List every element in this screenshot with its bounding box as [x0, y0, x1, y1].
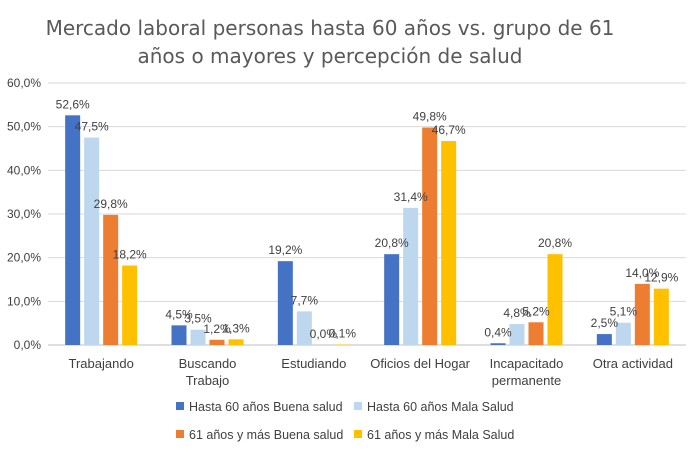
- category-label: Incapacitado: [490, 356, 564, 371]
- data-label: 1,2%: [203, 322, 231, 336]
- data-label: 7,7%: [291, 293, 319, 307]
- y-tick-label: 40,0%: [7, 163, 41, 177]
- bar: [634, 283, 650, 345]
- legend: Hasta 60 años Buena salud Hasta 60 años M…: [176, 400, 514, 442]
- chart-title-line-2: años o mayores y percepción de salud: [138, 44, 523, 68]
- gridlines: [48, 82, 686, 346]
- bar: [615, 322, 631, 345]
- category-label: Otra actividad: [593, 356, 673, 371]
- bar: [296, 311, 312, 345]
- legend-label: 61 años y más Mala Salud: [367, 428, 514, 442]
- bar: [490, 343, 506, 345]
- data-label: 49,8%: [413, 110, 447, 124]
- bar: [228, 339, 244, 345]
- bar: [596, 334, 612, 345]
- data-label: 20,8%: [538, 236, 572, 250]
- x-axis-categories: Trabajando Buscando Trabajo Estudiando Ofici…: [69, 356, 673, 388]
- y-axis-ticks: 0,0% 10,0% 20,0% 30,0% 40,0% 50,0% 60,0%: [7, 76, 41, 352]
- data-label: 5,1%: [610, 305, 638, 319]
- data-label: 0,1%: [329, 327, 357, 341]
- bar: [528, 322, 544, 345]
- data-label: 29,8%: [94, 197, 128, 211]
- bar: [547, 254, 563, 345]
- category-label: Buscando: [179, 356, 237, 371]
- data-label: 18,2%: [113, 248, 147, 262]
- data-label: 4,5%: [165, 307, 193, 321]
- category-label: Estudiando: [281, 356, 346, 371]
- category-label: Oficios del Hogar: [370, 356, 470, 371]
- legend-label: 61 años y más Buena salud: [189, 428, 343, 442]
- legend-swatch: [354, 402, 362, 410]
- bar: [403, 207, 419, 345]
- bar: [277, 261, 293, 345]
- bar: [653, 288, 669, 345]
- chart-title-line-1: Mercado laboral personas hasta 60 años v…: [46, 16, 615, 40]
- legend-swatch: [176, 430, 184, 438]
- data-label: 2,5%: [591, 316, 619, 330]
- data-labels: 52,6% 4,5% 19,2% 20,8% 0,4% 2,5% 47,5% 3,5% 7,7%…: [56, 97, 679, 341]
- bar: [122, 265, 138, 345]
- bar: [384, 254, 400, 345]
- legend-swatch: [354, 430, 362, 438]
- category-label: permanente: [492, 373, 561, 388]
- y-tick-label: 50,0%: [7, 120, 41, 134]
- chart-title: Mercado laboral personas hasta 60 años v…: [46, 16, 615, 68]
- data-label: 47,5%: [75, 120, 109, 134]
- data-label: 12,9%: [644, 271, 678, 285]
- bar: [65, 115, 81, 346]
- y-tick-label: 0,0%: [14, 338, 42, 352]
- legend-swatch: [176, 402, 184, 410]
- legend-label: Hasta 60 años Mala Salud: [367, 400, 514, 414]
- bar: [509, 324, 525, 345]
- bar: [103, 214, 119, 345]
- category-label: Trabajo: [186, 373, 230, 388]
- data-label: 0,0%: [310, 327, 338, 341]
- y-tick-label: 30,0%: [7, 207, 41, 221]
- data-label: 1,3%: [222, 321, 250, 335]
- data-label: 52,6%: [56, 97, 90, 111]
- data-label: 19,2%: [268, 243, 302, 257]
- category-label: Trabajando: [69, 356, 134, 371]
- bar: [441, 141, 457, 345]
- bar: [190, 329, 206, 345]
- legend-label: Hasta 60 años Buena salud: [189, 400, 343, 414]
- bar: [209, 339, 225, 345]
- bar: [171, 325, 187, 345]
- data-label: 14,0%: [625, 266, 659, 280]
- data-label: 0,4%: [484, 325, 512, 339]
- bar: [84, 137, 100, 345]
- bar: [422, 127, 438, 345]
- data-label: 4,8%: [503, 306, 531, 320]
- data-label: 46,7%: [432, 123, 466, 137]
- y-tick-label: 60,0%: [7, 76, 41, 90]
- data-label: 3,5%: [184, 312, 212, 326]
- y-tick-label: 20,0%: [7, 251, 41, 265]
- data-label: 20,8%: [375, 236, 409, 250]
- data-label: 31,4%: [394, 190, 428, 204]
- bars: [65, 115, 669, 346]
- data-label: 5,2%: [522, 304, 550, 318]
- y-tick-label: 10,0%: [7, 294, 41, 308]
